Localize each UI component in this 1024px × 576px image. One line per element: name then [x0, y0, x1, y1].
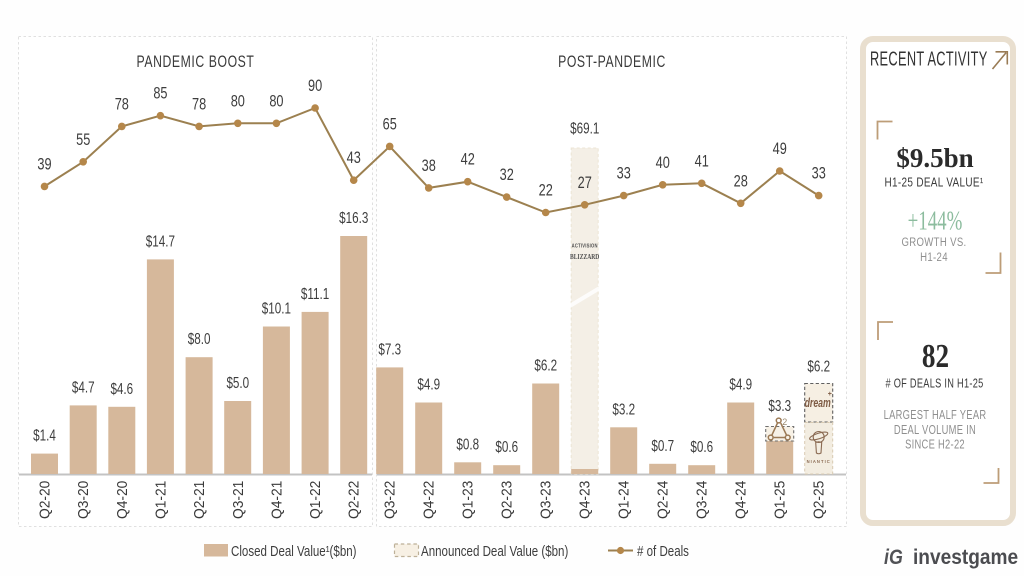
svg-text:$10.1: $10.1 — [262, 299, 291, 317]
svg-text:Q1-23: Q1-23 — [460, 481, 477, 519]
svg-text:$0.8: $0.8 — [456, 434, 479, 452]
svg-text:80: 80 — [269, 92, 283, 111]
svg-text:$14.7: $14.7 — [146, 232, 175, 250]
svg-text:Q4-22: Q4-22 — [421, 481, 438, 519]
svg-text:41: 41 — [695, 152, 709, 171]
svg-text:Q3-21: Q3-21 — [230, 481, 247, 519]
svg-text:Q2-25: Q2-25 — [811, 481, 828, 519]
svg-text:49: 49 — [773, 139, 787, 158]
svg-text:ACTIVISION: ACTIVISION — [572, 243, 598, 249]
svg-text:$5.0: $5.0 — [226, 373, 249, 391]
svg-text:$7.3: $7.3 — [378, 340, 401, 358]
svg-text:33: 33 — [812, 164, 826, 183]
svg-text:Q1-24: Q1-24 — [616, 481, 633, 519]
svg-text:2: 2 — [782, 417, 787, 427]
svg-text:$4.9: $4.9 — [729, 375, 752, 393]
svg-text:DEAL VOLUME IN: DEAL VOLUME IN — [894, 423, 976, 437]
svg-text:$8.0: $8.0 — [188, 329, 211, 347]
svg-text:43: 43 — [347, 148, 361, 167]
svg-text:investgame: investgame — [913, 546, 1018, 569]
svg-text:Q2-23: Q2-23 — [499, 481, 516, 519]
svg-text:iG: iG — [884, 546, 903, 570]
svg-text:38: 38 — [422, 156, 436, 175]
svg-text:Q1-21: Q1-21 — [153, 481, 170, 519]
svg-text:82: 82 — [922, 337, 949, 375]
svg-text:27: 27 — [578, 173, 592, 192]
svg-text:80: 80 — [231, 92, 245, 111]
svg-text:$1.4: $1.4 — [33, 426, 56, 444]
svg-text:$3.2: $3.2 — [612, 399, 635, 417]
svg-text:Q1-22: Q1-22 — [308, 481, 325, 519]
svg-text:42: 42 — [461, 150, 475, 169]
svg-text:H1-25 DEAL VALUE¹: H1-25 DEAL VALUE¹ — [884, 176, 983, 189]
svg-text:39: 39 — [37, 155, 51, 174]
svg-text:Q2-20: Q2-20 — [37, 481, 54, 519]
svg-text:$0.6: $0.6 — [690, 437, 713, 455]
svg-text:90: 90 — [308, 76, 322, 95]
svg-text:$69.1: $69.1 — [570, 119, 599, 137]
svg-text:22: 22 — [539, 181, 553, 200]
svg-text:$16.3: $16.3 — [339, 208, 368, 226]
svg-text:+144%: +144% — [908, 206, 963, 236]
svg-text:LARGEST HALF YEAR: LARGEST HALF YEAR — [884, 409, 987, 423]
svg-text:$11.1: $11.1 — [301, 284, 330, 302]
svg-text:POST-PANDEMIC: POST-PANDEMIC — [558, 53, 666, 71]
svg-text:78: 78 — [115, 95, 129, 114]
svg-text:Q2-22: Q2-22 — [346, 481, 363, 519]
svg-text:Announced Deal Value ($bn): Announced Deal Value ($bn) — [421, 543, 568, 560]
svg-text:$4.9: $4.9 — [417, 375, 440, 393]
svg-text:$0.7: $0.7 — [651, 436, 674, 454]
svg-text:H1-24: H1-24 — [920, 251, 948, 264]
svg-text:Q3-22: Q3-22 — [382, 481, 399, 519]
svg-text:40: 40 — [656, 153, 670, 172]
svg-text:55: 55 — [76, 130, 90, 149]
svg-text:+: + — [828, 391, 832, 398]
svg-text:28: 28 — [734, 172, 748, 191]
svg-text:Q3-23: Q3-23 — [538, 481, 555, 519]
svg-text:Q4-23: Q4-23 — [577, 481, 594, 519]
svg-text:65: 65 — [383, 115, 397, 134]
svg-text:Q4-24: Q4-24 — [733, 481, 750, 519]
svg-text:# of Deals: # of Deals — [637, 543, 689, 560]
svg-text:RECENT ACTIVITY: RECENT ACTIVITY — [870, 48, 988, 71]
svg-text:32: 32 — [500, 165, 514, 184]
svg-text:$4.7: $4.7 — [72, 378, 95, 396]
svg-text:PANDEMIC BOOST: PANDEMIC BOOST — [137, 53, 255, 71]
svg-text:Closed Deal Value¹($bn): Closed Deal Value¹($bn) — [231, 543, 356, 560]
svg-text:33: 33 — [617, 164, 631, 183]
svg-text:$6.2: $6.2 — [807, 357, 830, 375]
svg-text:85: 85 — [153, 84, 167, 103]
svg-text:$6.2: $6.2 — [534, 356, 557, 374]
svg-text:BLIZZARD: BLIZZARD — [570, 253, 599, 261]
svg-text:Q3-20: Q3-20 — [76, 481, 93, 519]
svg-text:Q4-21: Q4-21 — [269, 481, 286, 519]
svg-text:Q3-24: Q3-24 — [694, 481, 711, 519]
svg-text:NIANTIC: NIANTIC — [807, 459, 831, 464]
svg-text:78: 78 — [192, 95, 206, 114]
svg-text:GROWTH VS.: GROWTH VS. — [901, 236, 966, 249]
svg-text:Q4-20: Q4-20 — [114, 481, 131, 519]
svg-text:Q1-25: Q1-25 — [772, 481, 789, 519]
svg-text:SINCE H2-22: SINCE H2-22 — [905, 438, 965, 452]
svg-text:dream: dream — [805, 397, 832, 411]
svg-text:$4.6: $4.6 — [110, 379, 133, 397]
svg-text:$0.6: $0.6 — [495, 437, 518, 455]
svg-text:Q2-24: Q2-24 — [655, 481, 672, 519]
svg-text:$9.5bn: $9.5bn — [896, 143, 973, 173]
svg-text:Q2-21: Q2-21 — [192, 481, 209, 519]
svg-text:$3.3: $3.3 — [768, 396, 791, 414]
svg-text:# OF DEALS IN H1-25: # OF DEALS IN H1-25 — [885, 377, 983, 391]
